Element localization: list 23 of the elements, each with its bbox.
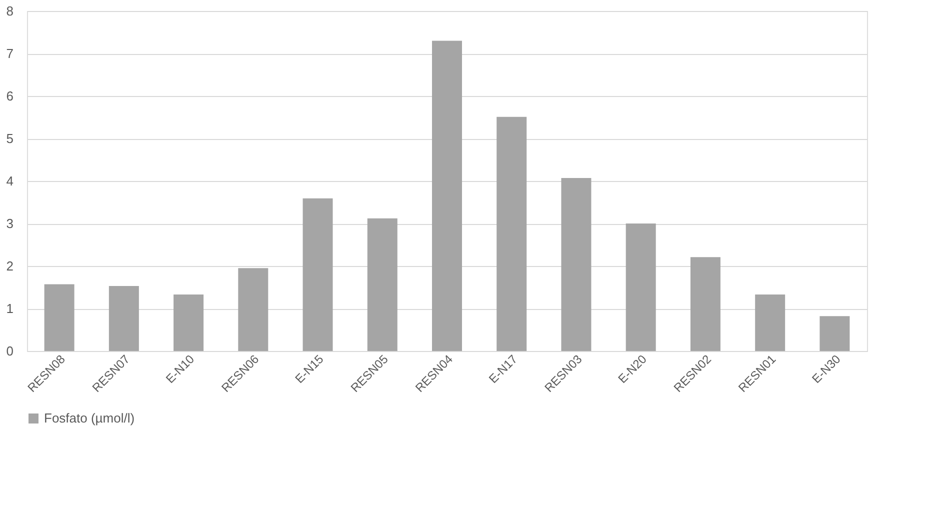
y-tick-label: 7 (6, 46, 14, 61)
y-tick-label: 2 (6, 258, 14, 274)
y-tick-label: 3 (6, 216, 14, 231)
bar (690, 257, 720, 351)
y-tick-label: 5 (6, 131, 14, 146)
bar (108, 286, 139, 351)
bar (755, 294, 786, 351)
y-tick-label: 6 (6, 88, 14, 104)
y-tick-label: 8 (6, 4, 14, 18)
bar (302, 198, 333, 351)
bar (496, 116, 527, 351)
bar (367, 218, 398, 351)
bar (44, 284, 74, 351)
bar (626, 224, 656, 351)
bar (432, 40, 462, 351)
bar (174, 294, 204, 351)
legend-label: Fosfato (µmol/l) (44, 410, 135, 426)
y-tick-label: 4 (6, 174, 14, 188)
y-tick-label: 1 (6, 301, 14, 316)
y-tick-label: 0 (6, 344, 14, 358)
bar (561, 178, 592, 351)
bar (238, 268, 268, 351)
bar (820, 316, 850, 351)
